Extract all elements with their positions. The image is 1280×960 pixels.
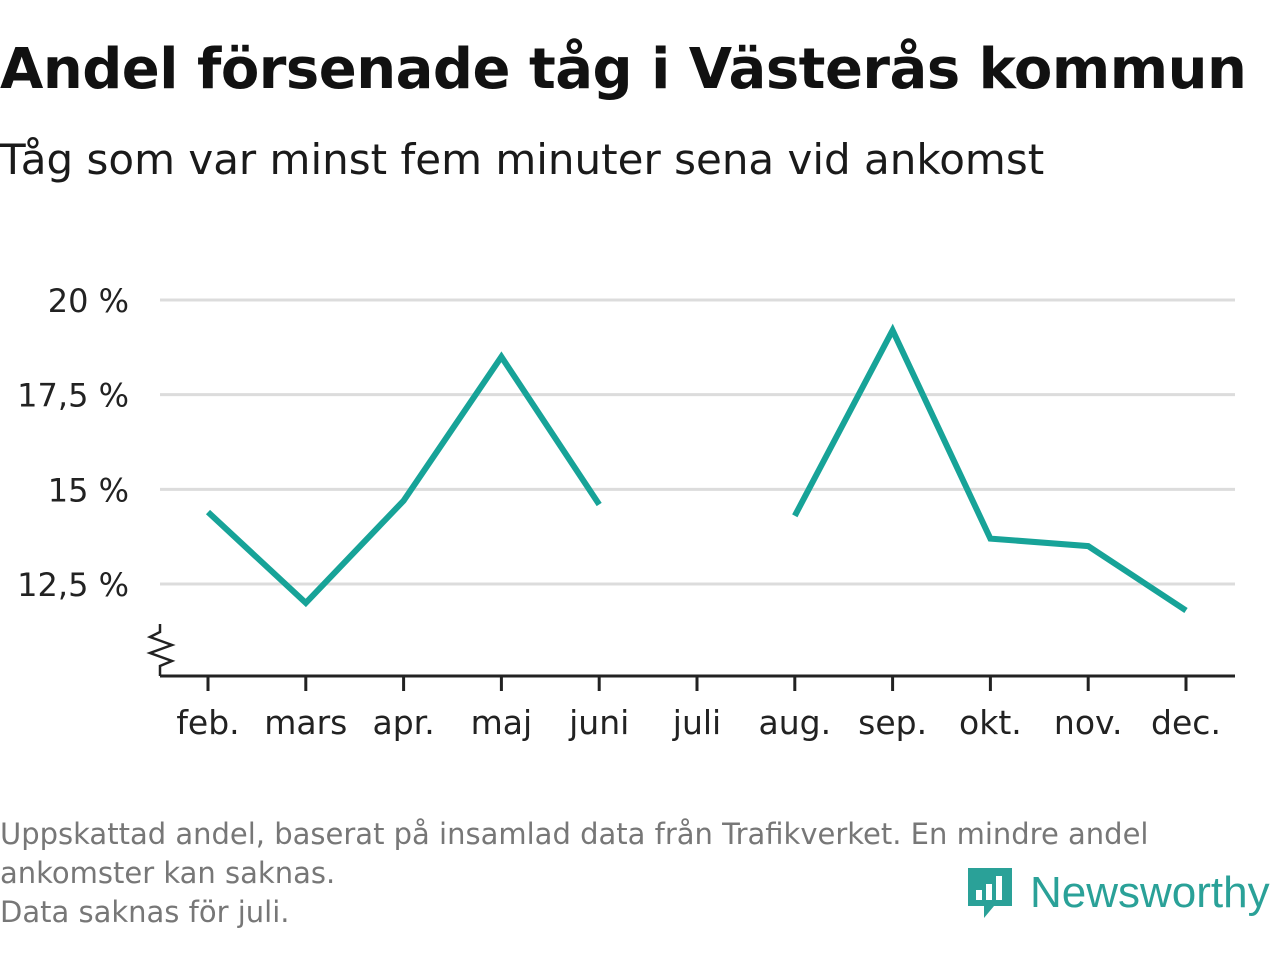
series-line bbox=[205, 323, 1188, 614]
chart-subtitle: Tåg som var minst fem minuter sena vid a… bbox=[0, 135, 1045, 184]
line-chart: 12,5 % 15 % 17,5 % 20 % feb. mars apr. maj juni… bbox=[17, 282, 1235, 742]
x-axis bbox=[146, 624, 1235, 678]
series-line-segment bbox=[792, 323, 1188, 614]
footnote-line: Data saknas för juli. bbox=[0, 895, 290, 929]
y-tick-label: 12,5 % bbox=[17, 566, 129, 604]
x-tick-label: apr. bbox=[372, 703, 434, 742]
brand-name: Newsworthy bbox=[1030, 868, 1270, 917]
footnote: Uppskattad andel, baserat på insamlad da… bbox=[0, 815, 1270, 932]
x-tick-label: feb. bbox=[176, 703, 239, 742]
x-axis-ticks: feb. mars apr. maj juni juli aug. sep. okt. nov. d… bbox=[176, 676, 1221, 742]
footnote-line: ankomster kan saknas. bbox=[0, 856, 336, 890]
x-tick-label: maj bbox=[471, 703, 533, 742]
bar-chart-speech-bubble-icon bbox=[968, 868, 1012, 918]
y-tick-label: 17,5 % bbox=[17, 377, 129, 415]
y-tick-label: 15 % bbox=[48, 471, 129, 509]
chart-title: Andel försenade tåg i Västerås kommun bbox=[0, 37, 1247, 102]
x-tick-label: sep. bbox=[858, 703, 927, 742]
y-tick-label: 20 % bbox=[48, 282, 129, 320]
x-tick-label: aug. bbox=[759, 703, 832, 742]
x-tick-label: dec. bbox=[1151, 703, 1221, 742]
gridlines bbox=[160, 298, 1235, 586]
y-axis-ticks: 12,5 % 15 % 17,5 % 20 % bbox=[17, 282, 129, 604]
x-tick-label: okt. bbox=[959, 703, 1022, 742]
x-tick-label: juni bbox=[568, 703, 629, 742]
axis-break-icon bbox=[146, 624, 176, 676]
footnote-line: Uppskattad andel, baserat på insamlad da… bbox=[0, 817, 1149, 851]
x-tick-label: juli bbox=[672, 703, 721, 742]
x-tick-label: nov. bbox=[1054, 703, 1123, 742]
brand-logo: Newsworthy bbox=[964, 864, 1270, 922]
x-tick-label: mars bbox=[264, 703, 347, 742]
